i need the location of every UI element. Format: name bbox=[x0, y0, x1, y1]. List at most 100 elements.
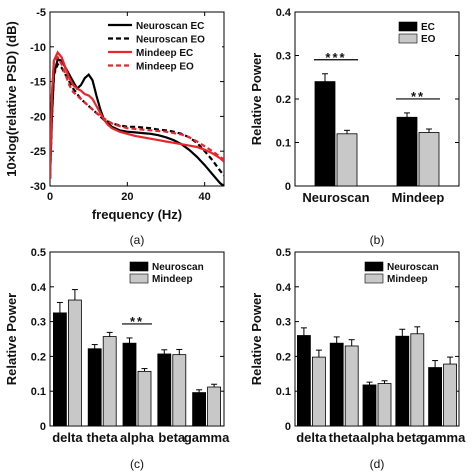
legend-label: Mindeep bbox=[152, 274, 193, 285]
y-tick-label: 0.5 bbox=[31, 247, 46, 259]
x-tick-label: delta bbox=[52, 430, 83, 445]
legend-swatch bbox=[398, 33, 418, 44]
y-tick-label: 0.5 bbox=[276, 247, 291, 259]
bar bbox=[102, 336, 117, 427]
x-tick-label: gamma bbox=[420, 430, 466, 445]
series-line-2 bbox=[50, 62, 224, 180]
x-tick-label: alpha bbox=[120, 430, 155, 445]
y-tick-label: 0 bbox=[40, 421, 46, 433]
significance-label: *** bbox=[325, 50, 346, 65]
legend-label: Neuroscan bbox=[152, 262, 204, 273]
bar bbox=[428, 367, 443, 427]
legend-label: Neuroscan EC bbox=[136, 21, 204, 32]
y-axis-label: Relative Power bbox=[249, 53, 264, 146]
bar bbox=[395, 335, 410, 427]
y-tick-label: 0.2 bbox=[31, 351, 46, 363]
bar bbox=[157, 353, 172, 427]
panel-label: (a) bbox=[130, 233, 145, 247]
legend-label: Mindeep EO bbox=[136, 62, 194, 73]
x-tick-label: beta bbox=[396, 430, 424, 445]
series-line-3 bbox=[50, 50, 224, 180]
x-tick-label: 20 bbox=[121, 191, 133, 203]
bar bbox=[192, 392, 207, 427]
bar bbox=[122, 342, 137, 427]
legend-swatch bbox=[398, 21, 418, 32]
legend-label: EC bbox=[421, 22, 435, 33]
bar bbox=[418, 132, 440, 187]
y-tick-label: 0.2 bbox=[276, 351, 291, 363]
y-tick-label: 0.3 bbox=[31, 317, 46, 329]
legend-label: Mindeep EC bbox=[136, 48, 193, 59]
y-tick-label: 0 bbox=[285, 181, 291, 193]
legend-label: Neuroscan EO bbox=[136, 35, 205, 46]
y-tick-label: -25 bbox=[30, 146, 46, 158]
legend-swatch bbox=[364, 273, 384, 284]
y-tick-label: 0.1 bbox=[276, 386, 291, 398]
y-tick-label: 0.3 bbox=[276, 317, 291, 329]
y-tick-label: 0.1 bbox=[276, 138, 291, 150]
y-tick-label: 0.4 bbox=[276, 282, 292, 294]
bar bbox=[207, 386, 222, 427]
y-axis-label: 10×log(relative PSD) (dB) bbox=[4, 21, 19, 177]
legend: Neuroscan EC Neuroscan EO Mindeep EC Mindee… bbox=[104, 16, 222, 74]
y-tick-label: -20 bbox=[30, 111, 46, 123]
series-line-4 bbox=[50, 55, 224, 180]
bar bbox=[329, 342, 344, 427]
legend-swatch bbox=[129, 273, 149, 284]
y-tick-label: 0.3 bbox=[276, 51, 291, 63]
x-tick-label: Neuroscan bbox=[302, 190, 369, 205]
y-tick-label: 0.4 bbox=[276, 7, 292, 19]
bar bbox=[87, 348, 102, 427]
bar bbox=[53, 312, 67, 427]
legend-swatch bbox=[364, 261, 384, 272]
y-tick-label: 0.4 bbox=[31, 282, 47, 294]
bar bbox=[396, 116, 418, 187]
x-tick-label: theta bbox=[87, 430, 119, 445]
x-tick-label: theta bbox=[329, 430, 361, 445]
y-axis-label: Relative Power bbox=[249, 293, 264, 386]
y-axis-label: Relative Power bbox=[4, 293, 19, 386]
bar bbox=[296, 335, 311, 427]
x-tick-label: gamma bbox=[184, 430, 230, 445]
bar bbox=[344, 345, 359, 427]
significance-label: ** bbox=[411, 89, 425, 104]
y-tick-label: -15 bbox=[30, 77, 46, 89]
significance-label: ** bbox=[130, 314, 144, 329]
panel-b: 0 0.1 0.2 0.3 0.4 Relative Power Neuroscan Mind… bbox=[249, 7, 460, 247]
bar bbox=[137, 370, 152, 427]
bar bbox=[172, 354, 187, 427]
panel-c: 0 0.1 0.2 0.3 0.4 0.5 Relative Power delta theta… bbox=[4, 247, 230, 471]
y-tick-label: 0.2 bbox=[276, 94, 291, 106]
legend-label: Mindeep bbox=[387, 274, 428, 285]
bar bbox=[443, 363, 458, 427]
y-tick-label: -10 bbox=[30, 42, 46, 54]
y-tick-label: -5 bbox=[36, 7, 46, 19]
x-tick-label: delta bbox=[296, 430, 327, 445]
bar bbox=[336, 133, 358, 187]
panel-label: (c) bbox=[130, 457, 144, 471]
x-tick-label: 40 bbox=[199, 191, 211, 203]
x-tick-label: Mindeep bbox=[392, 190, 445, 205]
panel-a: -5 -10 -15 -20 -25 -30 10×log(relative PSD) (d… bbox=[4, 7, 225, 247]
x-axis-label: frequency (Hz) bbox=[92, 207, 182, 222]
x-tick-label: alpha bbox=[360, 430, 395, 445]
bar bbox=[68, 299, 82, 427]
legend-swatch bbox=[129, 261, 149, 272]
y-tick-label: -30 bbox=[30, 181, 46, 193]
bar bbox=[377, 383, 392, 427]
bar bbox=[362, 384, 377, 427]
x-tick-label: 0 bbox=[47, 191, 53, 203]
bar bbox=[410, 333, 425, 427]
panel-label: (b) bbox=[370, 233, 385, 247]
legend-label: Neuroscan bbox=[387, 262, 439, 273]
panel-d: 0 0.1 0.2 0.3 0.4 0.5 Relative Power delta theta… bbox=[249, 247, 466, 471]
bar bbox=[311, 356, 326, 427]
x-tick-label: beta bbox=[158, 430, 186, 445]
bar bbox=[314, 81, 336, 187]
y-tick-label: 0.1 bbox=[31, 386, 46, 398]
axes-frame bbox=[49, 11, 225, 187]
